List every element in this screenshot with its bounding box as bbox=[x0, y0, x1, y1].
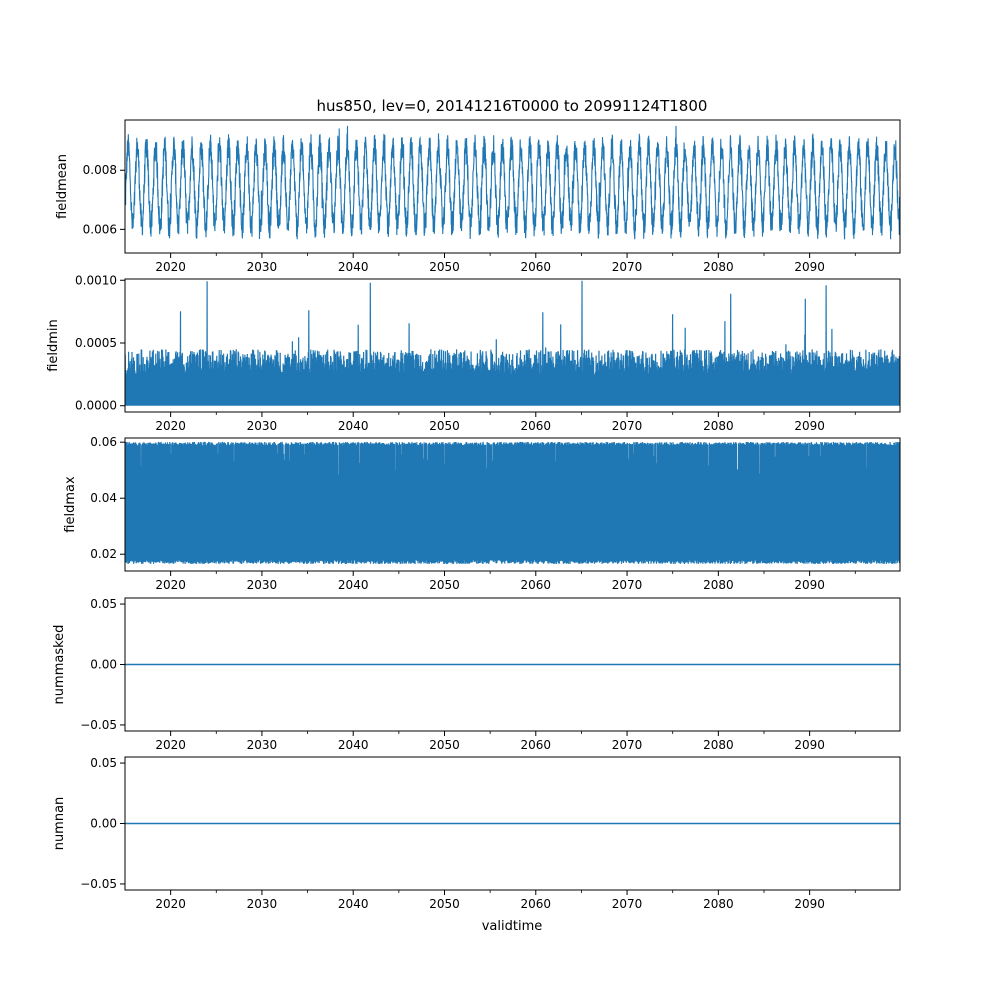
x-tick-label: 2030 bbox=[247, 260, 278, 274]
x-tick-label: 2080 bbox=[703, 419, 734, 433]
x-tick-label: 2040 bbox=[338, 419, 369, 433]
y-tick-label: 0.0010 bbox=[75, 273, 117, 287]
y-tick-label: 0.02 bbox=[90, 547, 117, 561]
chart-title: hus850, lev=0, 20141216T0000 to 20991124… bbox=[317, 97, 708, 115]
axes-frame bbox=[124, 437, 901, 572]
series-line-fieldmean bbox=[125, 125, 900, 240]
axes-frame bbox=[124, 119, 901, 254]
x-tick-label: 2020 bbox=[155, 897, 186, 911]
y-tick-label: 0.00 bbox=[90, 658, 117, 672]
x-tick-label: 2090 bbox=[794, 419, 825, 433]
x-tick-label: 2050 bbox=[429, 738, 460, 752]
subplot-fieldmin: 2020 2030 2040 2050 2060 2070 2080 2090 0.0000 0.… bbox=[46, 273, 901, 433]
x-tick-label: 2050 bbox=[429, 419, 460, 433]
x-tick-label: 2070 bbox=[612, 419, 643, 433]
x-tick-label: 2050 bbox=[429, 260, 460, 274]
y-tick-label: 0.008 bbox=[83, 163, 117, 177]
axes-frame bbox=[124, 278, 901, 413]
x-tick-label: 2080 bbox=[703, 578, 734, 592]
x-tick-label: 2070 bbox=[612, 578, 643, 592]
x-tick-label: 2020 bbox=[155, 419, 186, 433]
x-tick-label: 2030 bbox=[247, 897, 278, 911]
x-tick-label: 2020 bbox=[155, 260, 186, 274]
x-tick-label: 2090 bbox=[794, 897, 825, 911]
x-tick-label: 2090 bbox=[794, 260, 825, 274]
x-tick-label: 2060 bbox=[521, 578, 552, 592]
x-tick-label: 2040 bbox=[338, 578, 369, 592]
x-tick-label: 2080 bbox=[703, 897, 734, 911]
x-tick-label: 2040 bbox=[338, 260, 369, 274]
x-tick-label: 2040 bbox=[338, 738, 369, 752]
y-tick-label: 0.04 bbox=[90, 491, 117, 505]
x-tick-label: 2060 bbox=[521, 260, 552, 274]
x-tick-label: 2050 bbox=[429, 578, 460, 592]
x-tick-label: 2030 bbox=[247, 419, 278, 433]
y-tick-label: 0.05 bbox=[90, 597, 117, 611]
y-tick-label: 0.06 bbox=[90, 435, 117, 449]
y-tick-label: 0.00 bbox=[90, 817, 117, 831]
y-tick-label: −0.05 bbox=[80, 877, 117, 891]
x-tick-label: 2040 bbox=[338, 897, 369, 911]
x-tick-label: 2080 bbox=[703, 260, 734, 274]
y-tick-label: 0.006 bbox=[83, 222, 117, 236]
series-line-fieldmin bbox=[125, 280, 900, 406]
x-axis-label: validtime bbox=[482, 919, 543, 934]
x-tick-label: 2050 bbox=[429, 897, 460, 911]
subplot-fieldmax: 2020 2030 2040 2050 2060 2070 2080 2090 0.02 0.04… bbox=[63, 435, 901, 592]
y-axis-label: numnan bbox=[52, 797, 67, 851]
y-tick-label: 0.0005 bbox=[75, 336, 117, 350]
y-axis-label: fieldmean bbox=[55, 154, 70, 219]
subplot-stack: 2020 2030 2040 2050 2060 2070 2080 2090 0.006 0.0… bbox=[46, 119, 901, 911]
x-tick-label: 2020 bbox=[155, 578, 186, 592]
x-tick-label: 2060 bbox=[521, 738, 552, 752]
x-tick-label: 2080 bbox=[703, 738, 734, 752]
x-tick-label: 2020 bbox=[155, 738, 186, 752]
subplot-fieldmean: 2020 2030 2040 2050 2060 2070 2080 2090 0.006 0.0… bbox=[55, 119, 901, 274]
subplot-nummasked: 2020 2030 2040 2050 2060 2070 2080 2090 −0.05 0.0… bbox=[52, 597, 901, 752]
x-tick-label: 2030 bbox=[247, 738, 278, 752]
x-tick-label: 2070 bbox=[612, 897, 643, 911]
y-axis-label: fieldmin bbox=[46, 319, 61, 372]
x-tick-label: 2030 bbox=[247, 578, 278, 592]
subplot-numnan: 2020 2030 2040 2050 2060 2070 2080 2090 −0.05 0.0… bbox=[52, 756, 901, 911]
x-tick-label: 2070 bbox=[612, 738, 643, 752]
series-line-fieldmax bbox=[125, 441, 900, 565]
x-tick-label: 2090 bbox=[794, 578, 825, 592]
x-tick-label: 2060 bbox=[521, 419, 552, 433]
y-axis-label: nummasked bbox=[52, 625, 67, 705]
x-tick-label: 2060 bbox=[521, 897, 552, 911]
y-tick-label: −0.05 bbox=[80, 718, 117, 732]
y-axis-label: fieldmax bbox=[63, 476, 78, 533]
y-tick-label: 0.05 bbox=[90, 756, 117, 770]
y-tick-label: 0.0000 bbox=[75, 399, 117, 413]
x-tick-label: 2070 bbox=[612, 260, 643, 274]
x-tick-label: 2090 bbox=[794, 738, 825, 752]
